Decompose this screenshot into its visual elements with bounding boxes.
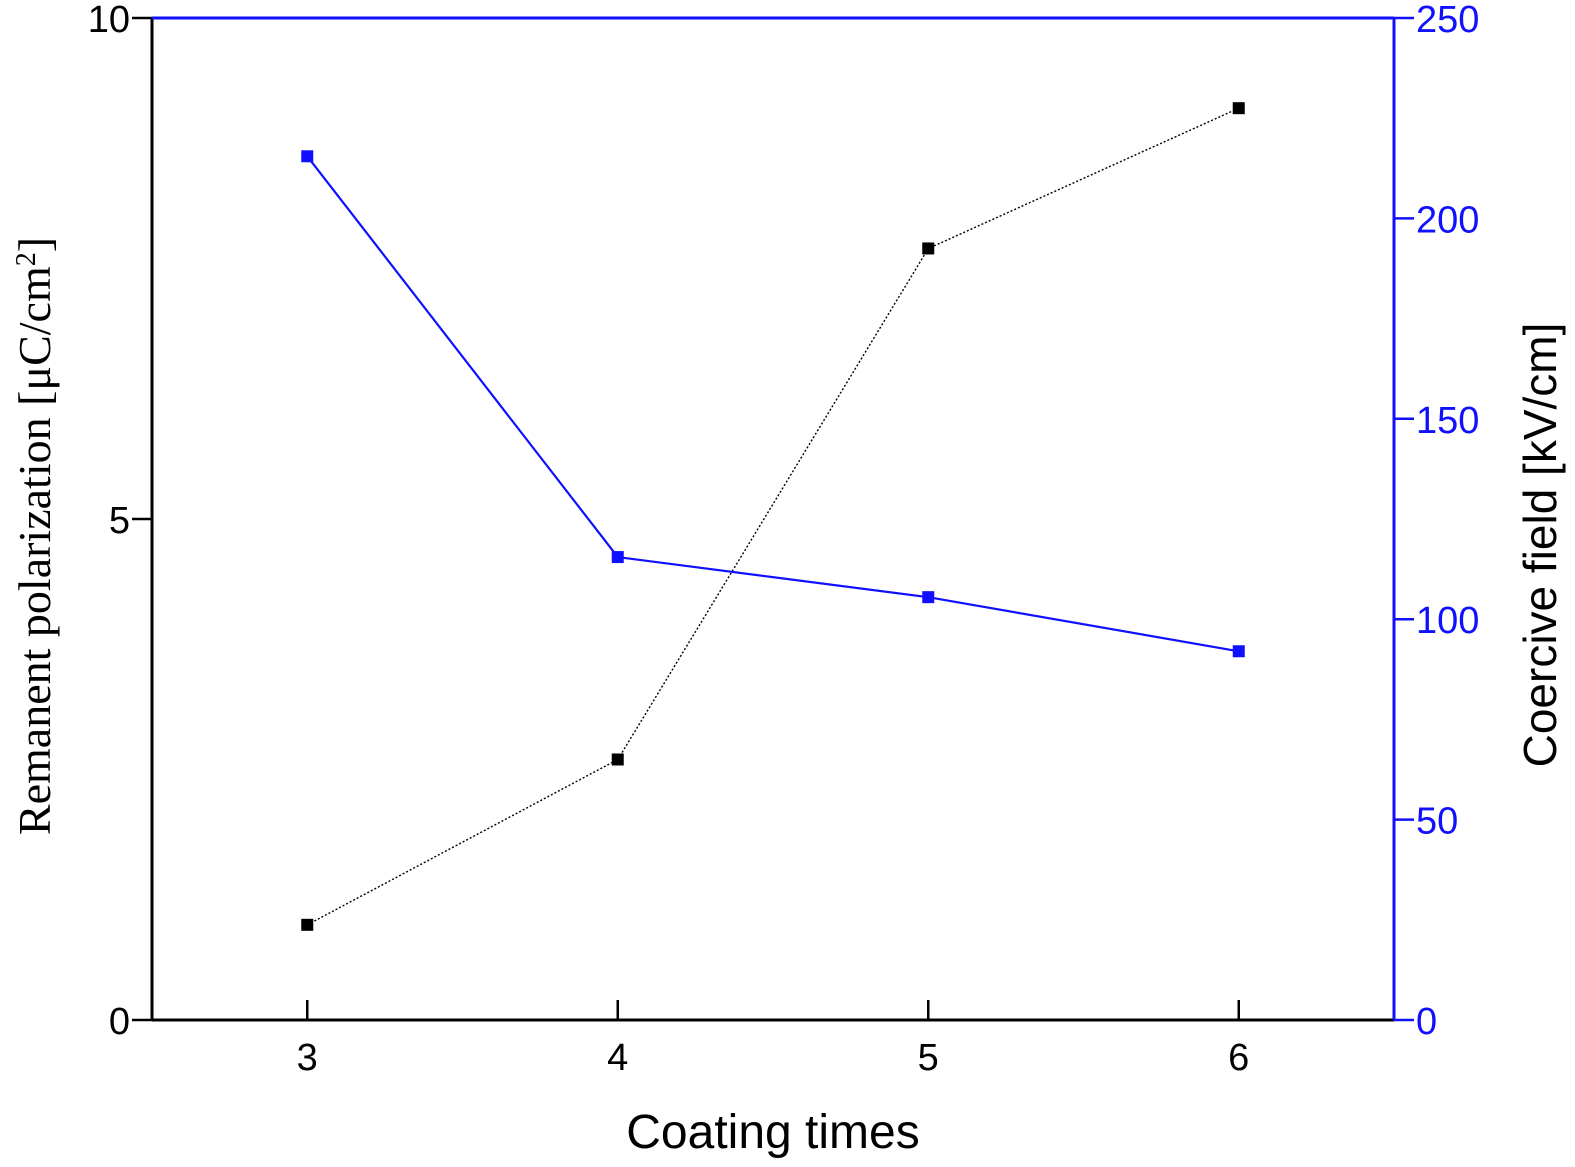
- coercive-field-point: [301, 150, 314, 163]
- x-tick-label: 5: [918, 1037, 939, 1079]
- left-y-axis-label-superscript: 2: [11, 252, 42, 266]
- left-y-tick-label: 0: [109, 1001, 130, 1043]
- coercive-field-point: [1232, 645, 1245, 658]
- right-y-tick-label: 250: [1416, 0, 1479, 41]
- left-y-axis-label-close: ]: [9, 237, 60, 252]
- right-y-tick-label: 50: [1416, 801, 1458, 843]
- remanent-polarization-point: [611, 753, 624, 766]
- right-y-tick-label: 150: [1416, 400, 1479, 442]
- coercive-field-line: [306, 155, 1239, 653]
- series-group: [301, 102, 1245, 931]
- right-y-tick-label: 200: [1416, 199, 1479, 241]
- left-y-axis-label: Remanent polarization [μC/cm2]: [9, 237, 60, 835]
- remanent-polarization-point: [922, 242, 935, 255]
- x-axis-label: Coating times: [626, 1106, 919, 1159]
- remanent-polarization-point: [301, 918, 314, 931]
- right-y-axis-label: Coercive field [kV/cm]: [1514, 323, 1566, 768]
- x-tick-label: 6: [1228, 1037, 1249, 1079]
- remanent-polarization-point: [1232, 102, 1245, 115]
- left-y-axis-label-main: Remanent polarization [μC/cm: [9, 266, 60, 835]
- left-y-tick-label: 10: [88, 0, 130, 41]
- labels-group: Coating times Remanent polarization [μC/…: [9, 237, 1566, 1159]
- right-y-tick-label: 0: [1416, 1001, 1437, 1043]
- coercive-field-point: [922, 591, 935, 604]
- right-y-tick-label: 100: [1416, 600, 1479, 642]
- left-y-tick-label: 5: [109, 500, 130, 542]
- x-tick-label: 3: [297, 1037, 318, 1079]
- coercive-field-point: [611, 551, 624, 564]
- remanent-polarization-line: [306, 107, 1240, 926]
- x-tick-label: 4: [607, 1037, 628, 1079]
